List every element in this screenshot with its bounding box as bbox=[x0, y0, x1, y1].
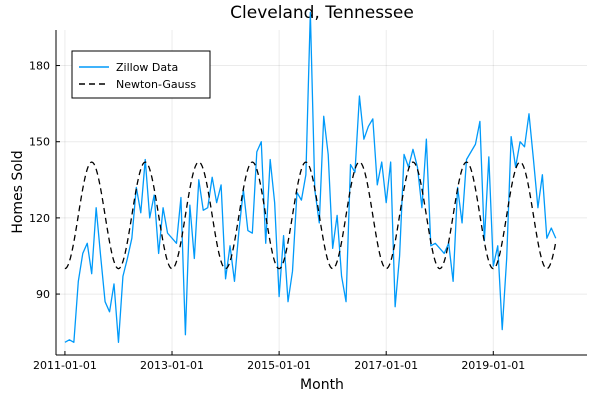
series-line-zillow-data bbox=[64, 11, 557, 343]
x-axis-label: Month bbox=[300, 377, 344, 393]
x-tick-label: 2015-01-01 bbox=[247, 359, 311, 372]
y-tick-label: 180 bbox=[29, 60, 50, 73]
x-axis-ticks: 2011-01-01 2013-01-01 2015-01-01 2017-01-01… bbox=[33, 351, 525, 372]
y-axis-label: Homes Sold bbox=[10, 150, 26, 233]
legend-label-zillow: Zillow Data bbox=[116, 61, 178, 74]
y-tick-label: 120 bbox=[29, 212, 50, 225]
y-axis-ticks: 90 120 150 180 bbox=[29, 60, 60, 301]
chart-title: Cleveland, Tennessee bbox=[230, 3, 414, 23]
legend-box bbox=[71, 50, 211, 99]
x-tick-label: 2011-01-01 bbox=[33, 359, 97, 372]
x-tick-label: 2019-01-01 bbox=[461, 359, 525, 372]
series-line-newton-gauss bbox=[64, 161, 557, 270]
legend: Zillow Data Newton-Gauss bbox=[71, 50, 211, 99]
x-tick-label: 2017-01-01 bbox=[354, 359, 418, 372]
x-tick-label: 2013-01-01 bbox=[140, 359, 204, 372]
y-tick-label: 150 bbox=[29, 136, 50, 149]
legend-label-newton-gauss: Newton-Gauss bbox=[116, 78, 196, 91]
series-lines bbox=[64, 11, 557, 343]
y-tick-label: 90 bbox=[36, 288, 50, 301]
